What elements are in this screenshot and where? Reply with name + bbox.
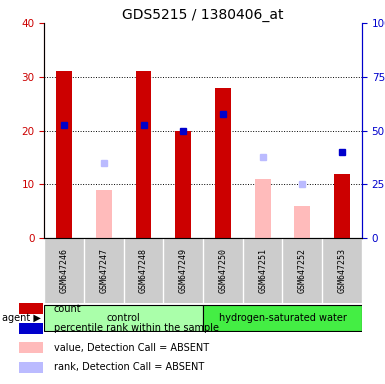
Text: GSM647249: GSM647249	[179, 248, 188, 293]
Text: GSM647247: GSM647247	[99, 248, 108, 293]
Bar	[19, 342, 43, 353]
Bar	[203, 305, 362, 331]
Bar	[215, 88, 231, 238]
Bar	[334, 174, 350, 238]
Text: GSM647250: GSM647250	[218, 248, 228, 293]
Text: GSM647253: GSM647253	[338, 248, 346, 293]
Bar	[44, 305, 203, 331]
Text: percentile rank within the sample: percentile rank within the sample	[54, 323, 219, 333]
Bar	[19, 362, 43, 372]
Bar	[255, 179, 271, 238]
Text: GSM647252: GSM647252	[298, 248, 307, 293]
Text: rank, Detection Call = ABSENT: rank, Detection Call = ABSENT	[54, 362, 204, 372]
Bar	[19, 323, 43, 334]
Bar	[136, 71, 151, 238]
Bar	[19, 303, 43, 314]
Bar	[96, 190, 112, 238]
Text: agent ▶: agent ▶	[2, 313, 41, 323]
Text: count: count	[54, 304, 82, 314]
Text: GSM647246: GSM647246	[60, 248, 69, 293]
Bar	[295, 206, 310, 238]
Title: GDS5215 / 1380406_at: GDS5215 / 1380406_at	[122, 8, 284, 22]
Bar	[175, 131, 191, 238]
Text: hydrogen-saturated water: hydrogen-saturated water	[219, 313, 346, 323]
Text: GSM647248: GSM647248	[139, 248, 148, 293]
Bar	[56, 71, 72, 238]
Text: control: control	[107, 313, 141, 323]
Text: GSM647251: GSM647251	[258, 248, 267, 293]
Text: value, Detection Call = ABSENT: value, Detection Call = ABSENT	[54, 343, 209, 353]
